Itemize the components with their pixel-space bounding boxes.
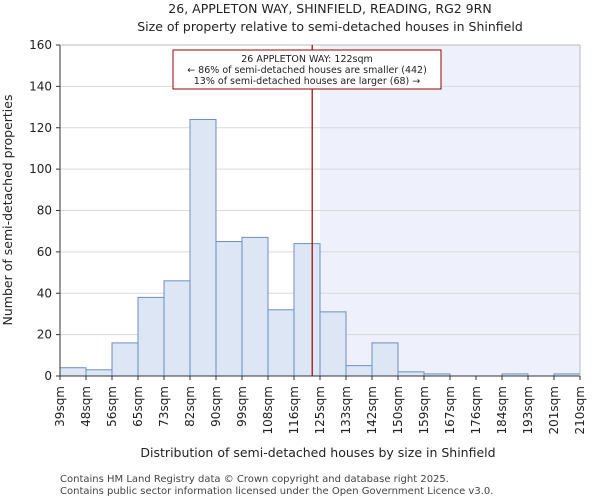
x-tick-label: 159sqm bbox=[417, 386, 431, 434]
x-tick-label: 125sqm bbox=[313, 386, 327, 434]
chart-title: 26, APPLETON WAY, SHINFIELD, READING, RG… bbox=[168, 1, 491, 16]
x-tick-label: 48sqm bbox=[79, 386, 93, 427]
x-tick-label: 73sqm bbox=[157, 386, 171, 427]
x-tick-label: 150sqm bbox=[391, 386, 405, 434]
y-tick-label: 120 bbox=[29, 121, 52, 135]
bar bbox=[85, 369, 113, 377]
x-tick-label: 39sqm bbox=[53, 386, 67, 427]
bar bbox=[293, 243, 321, 377]
y-tick-label: 0 bbox=[44, 369, 52, 383]
x-tick-label: 193sqm bbox=[521, 386, 535, 434]
y-tick-label: 140 bbox=[29, 79, 52, 93]
x-tick-label: 142sqm bbox=[365, 386, 379, 434]
x-tick-label: 56sqm bbox=[105, 386, 119, 427]
x-tick-label: 210sqm bbox=[573, 386, 587, 434]
annotation-line-3: 13% of semi-detached houses are larger (… bbox=[194, 76, 421, 87]
bar bbox=[371, 342, 399, 377]
y-tick-label: 80 bbox=[37, 204, 52, 218]
y-tick-label: 160 bbox=[29, 38, 52, 52]
bar bbox=[267, 309, 295, 377]
bar bbox=[241, 236, 269, 377]
x-tick-label: 167sqm bbox=[443, 386, 457, 434]
x-tick-label: 65sqm bbox=[131, 386, 145, 427]
x-tick-label: 201sqm bbox=[547, 386, 561, 434]
y-axis-label: Number of semi-detached properties bbox=[0, 95, 15, 326]
x-tick-label: 108sqm bbox=[261, 386, 275, 434]
x-tick-label: 116sqm bbox=[287, 386, 301, 434]
x-tick-label: 176sqm bbox=[469, 386, 483, 434]
bar bbox=[137, 296, 165, 377]
bar bbox=[163, 280, 191, 377]
footer-line-1: Contains HM Land Registry data © Crown c… bbox=[60, 474, 449, 485]
bar bbox=[345, 365, 373, 377]
x-tick-label: 133sqm bbox=[339, 386, 353, 434]
annotation-line-2: ← 86% of semi-detached houses are smalle… bbox=[187, 65, 427, 76]
x-tick-label: 99sqm bbox=[235, 386, 249, 427]
x-axis-label: Distribution of semi-detached houses by … bbox=[140, 445, 495, 460]
footer-line-2: Contains public sector information licen… bbox=[60, 486, 493, 497]
plot-area: 0 20 40 60 80 100 120 140 160 39sqm 48sqm 56sqm 65sq… bbox=[29, 38, 587, 434]
bar bbox=[189, 118, 217, 377]
y-tick-label: 100 bbox=[29, 162, 52, 176]
x-tick-label: 90sqm bbox=[209, 386, 223, 427]
annotation-line-1: 26 APPLETON WAY: 122sqm bbox=[241, 54, 373, 65]
bar bbox=[215, 241, 243, 377]
bar bbox=[111, 342, 139, 377]
bar bbox=[59, 367, 87, 377]
bar bbox=[397, 371, 425, 377]
y-tick-label: 40 bbox=[37, 286, 52, 300]
x-tick-label: 184sqm bbox=[495, 386, 509, 434]
annotation-box bbox=[172, 49, 442, 90]
y-tick-label: 60 bbox=[37, 245, 52, 259]
x-tick-label: 82sqm bbox=[183, 386, 197, 427]
bar bbox=[319, 311, 347, 377]
chart-subtitle: Size of property relative to semi-detach… bbox=[137, 19, 523, 34]
y-tick-label: 20 bbox=[37, 328, 52, 342]
